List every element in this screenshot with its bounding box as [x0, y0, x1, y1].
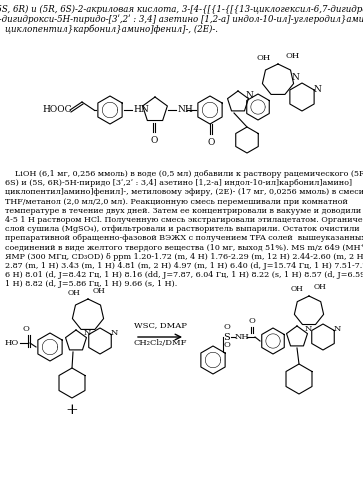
- Text: N: N: [314, 84, 322, 94]
- Text: ЯМР (300 МГц, CD₃OD) δ ppm 1.20-1.72 (m, 4 H) 1.76-2.29 (m, 12 H) 2.44-2.60 (m, : ЯМР (300 МГц, CD₃OD) δ ppm 1.20-1.72 (m,…: [5, 253, 363, 261]
- Text: соединений в виде желтого твердого вещества (10 мг, выход 51%). MS m/z 649 (MH⁺): соединений в виде желтого твердого вещес…: [5, 244, 363, 252]
- Text: OH: OH: [286, 52, 300, 60]
- Text: 5,6-дигидрокси-5H-пиридо-[3ʹ,2ʹ : 3,4] азетино [1,2-а] индол-10-ил]-углеродил}ам: 5,6-дигидрокси-5H-пиридо-[3ʹ,2ʹ : 3,4] а…: [0, 14, 363, 24]
- Text: препаративной обращенно-фазовой ВЭЖХ с получением TFA солей  вышеуказанных: препаративной обращенно-фазовой ВЭЖХ с п…: [5, 234, 363, 242]
- Text: 6 H) 8.01 (d, J=8.42 Гц, 1 H) 8.16 (dd, J=7.87, 6.04 Гц, 1 H) 8.22 (s, 1 H) 8.57: 6 H) 8.01 (d, J=8.42 Гц, 1 H) 8.16 (dd, …: [5, 271, 363, 279]
- Text: +: +: [66, 403, 78, 417]
- Text: OH: OH: [314, 283, 327, 291]
- Text: O: O: [224, 323, 231, 331]
- Text: NH: NH: [235, 333, 250, 341]
- Text: (5S, 6R) и (5R, 6S)-2-акриловая кислота, 3-[4-{[{1-{[{13-циклогексил-6,7-дигидро: (5S, 6R) и (5R, 6S)-2-акриловая кислота,…: [0, 5, 363, 14]
- Text: CH₂Cl₂/DMF: CH₂Cl₂/DMF: [133, 339, 187, 347]
- Text: OH: OH: [291, 285, 303, 293]
- Text: NH: NH: [177, 104, 193, 114]
- Text: N: N: [111, 329, 118, 337]
- Text: THF/метанол (2,0 мл/2,0 мл). Реакционную смесь перемешивали при комнатной: THF/метанол (2,0 мл/2,0 мл). Реакционную…: [5, 198, 348, 205]
- Text: N: N: [305, 325, 313, 333]
- Text: 6S) и (5S, 6R)-5H-пиридо [3ʹ,2ʹ : 3,4] азетино [1,2-а] индол-10-ил]карбонил]амин: 6S) и (5S, 6R)-5H-пиридо [3ʹ,2ʹ : 3,4] а…: [5, 179, 352, 187]
- Text: S: S: [224, 332, 231, 342]
- Text: температуре в течение двух дней. Затем ее концентрировали в вакууме и доводили p: температуре в течение двух дней. Затем е…: [5, 207, 363, 215]
- Text: 4-5 1 Н раствором HCl. Полученную смесь экстрагировали этилацетатом. Органически: 4-5 1 Н раствором HCl. Полученную смесь …: [5, 216, 363, 224]
- Text: LiOH (6,1 мг, 0,256 ммоль) в воде (0,5 мл) добавили к раствору рацемического (5R: LiOH (6,1 мг, 0,256 ммоль) в воде (0,5 м…: [5, 170, 363, 178]
- Text: O: O: [224, 341, 231, 349]
- Text: OH: OH: [68, 289, 80, 297]
- Text: O: O: [249, 317, 256, 325]
- Text: 2.87 (m, 1 H) 3.43 (m, 1 H) 4.81 (m, 2 H) 4.97 (m, 1 H) 6.40 (d, J=15.74 Гц, 1 H: 2.87 (m, 1 H) 3.43 (m, 1 H) 4.81 (m, 2 H…: [5, 262, 363, 270]
- Text: O: O: [23, 325, 29, 333]
- Text: N: N: [334, 325, 341, 333]
- Text: HN: HN: [133, 104, 149, 114]
- Text: HOOC: HOOC: [42, 106, 72, 114]
- Text: OH: OH: [93, 287, 106, 295]
- Text: O: O: [150, 136, 158, 145]
- Text: WSC, DMAP: WSC, DMAP: [134, 321, 187, 329]
- Text: HO: HO: [5, 339, 19, 347]
- Text: N: N: [292, 74, 300, 82]
- Text: N: N: [84, 329, 91, 337]
- Text: циклопентил}карбонил}амино]фенил]-, (2E)-.: циклопентил}карбонил}амино]фенил]-, (2E)…: [5, 24, 218, 34]
- Text: O: O: [207, 138, 215, 147]
- Text: слой сушила (MgSO₄), отфильтровали и растворитель выпарили. Остаток очистили: слой сушила (MgSO₄), отфильтровали и рас…: [5, 225, 360, 233]
- Text: OH: OH: [257, 54, 271, 62]
- Text: 1 H) 8.82 (d, J=5.86 Гц, 1 H) 9.66 (s, 1 H).: 1 H) 8.82 (d, J=5.86 Гц, 1 H) 9.66 (s, 1…: [5, 280, 177, 288]
- Text: циклопентил]амино]фенил]-, метиловому эфиру, (2E)- (17 мг, 0,0256 ммоль) в смеси: циклопентил]амино]фенил]-, метиловому эф…: [5, 188, 363, 196]
- Text: N: N: [246, 92, 254, 100]
